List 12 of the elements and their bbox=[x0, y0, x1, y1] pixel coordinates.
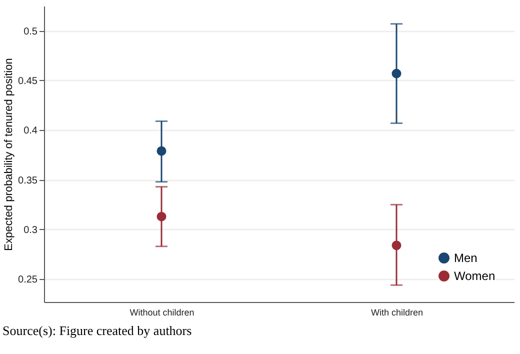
y-tick-label: 0.4 bbox=[24, 126, 38, 137]
y-tick-label: 0.25 bbox=[18, 274, 38, 286]
y-tick-label: 0.3 bbox=[24, 224, 38, 236]
y-tick-label: 0.45 bbox=[18, 76, 38, 87]
legend-label: Women bbox=[454, 269, 496, 283]
legend-label: Men bbox=[454, 251, 478, 265]
y-tick-label: 0.35 bbox=[18, 175, 38, 186]
y-axis-title: Expected probability of tenured position bbox=[3, 58, 16, 251]
source-note: Source(s): Figure created by authors bbox=[2, 323, 192, 338]
y-tick-label: 0.5 bbox=[24, 26, 38, 38]
x-tick-label: With children bbox=[370, 308, 424, 318]
x-tick-label: Without children bbox=[130, 308, 194, 318]
